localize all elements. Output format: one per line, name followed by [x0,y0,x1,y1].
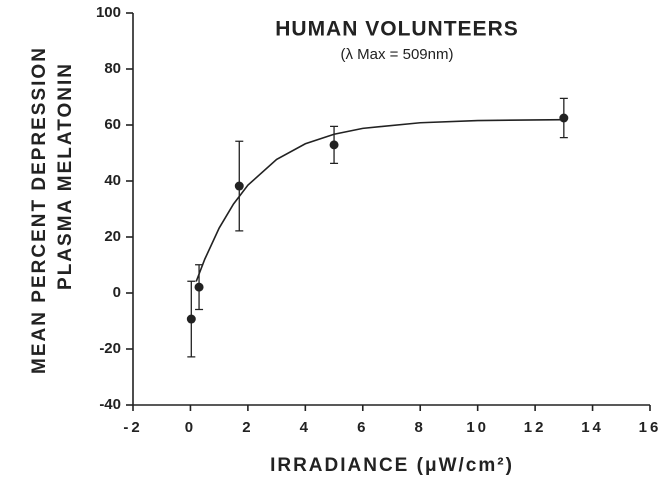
x-tick-label: 16 [639,419,662,436]
x-tick-label: 8 [415,419,426,436]
y-tick-label: 100 [96,4,121,21]
y-tick-label: 0 [113,284,121,301]
y-axis-label: MEAN PERCENT DEPRESSION [29,46,50,374]
x-tick-label: 6 [357,419,368,436]
y-tick-label: 40 [104,172,121,189]
data-point [194,282,204,292]
y-tick-label: 20 [104,228,121,245]
x-tick-label: 10 [466,419,489,436]
y-tick-label: 80 [104,60,121,77]
x-tick-label: 12 [524,419,547,436]
x-tick-label: 14 [581,419,604,436]
x-tick-label: 4 [300,419,311,436]
y-tick-label: -20 [99,340,121,357]
y-axis-label: PLASMA MELATONIN [55,62,76,290]
x-tick-label: 2 [242,419,253,436]
data-point [234,181,244,191]
x-tick-label: -2 [123,419,142,436]
data-point [559,113,569,123]
x-tick-label: 0 [185,419,196,436]
chart-subtitle: (λ Max = 509nm) [341,46,454,63]
x-axis-label: IRRADIANCE (μW/cm²) [270,455,514,476]
data-point [186,314,196,324]
data-point [329,140,339,150]
y-tick-label: -40 [99,396,121,413]
y-tick-label: 60 [104,116,121,133]
fit-curve [195,118,564,282]
chart-title: HUMAN VOLUNTEERS [275,18,519,41]
